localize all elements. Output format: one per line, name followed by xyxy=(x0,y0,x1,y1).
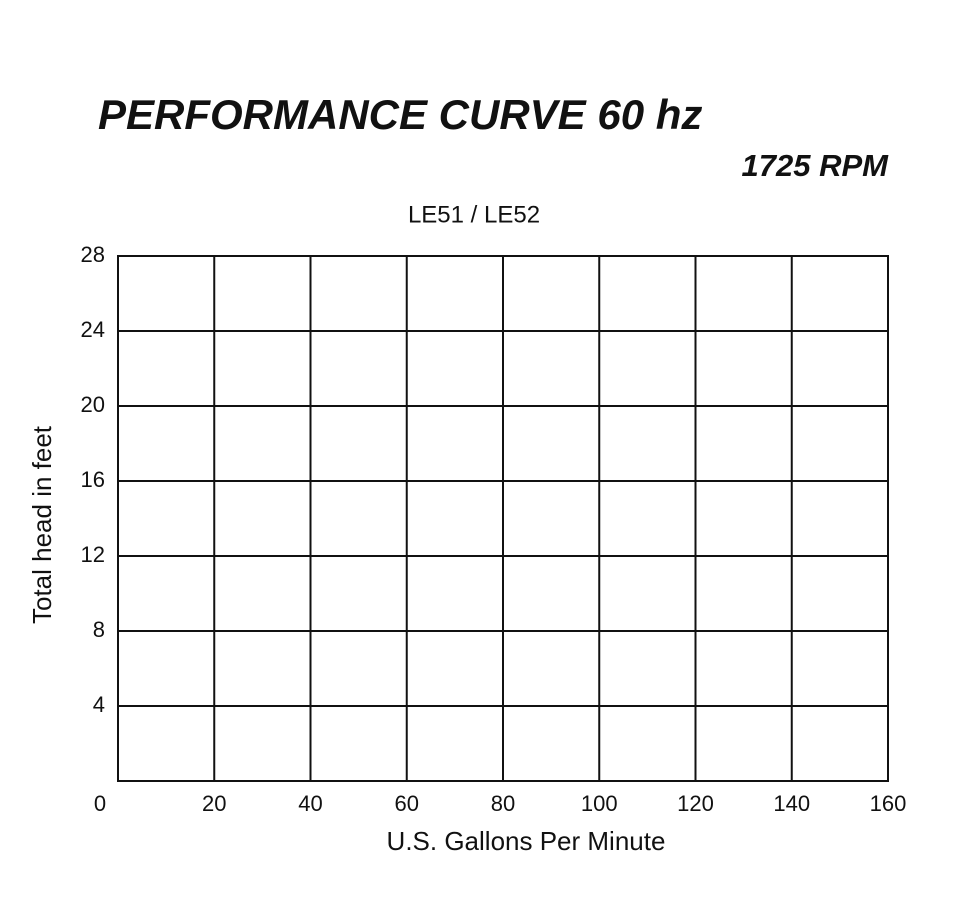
x-tick-label: 60 xyxy=(395,791,419,816)
x-tick-label: 0 xyxy=(94,791,106,816)
y-axis-label: Total head in feet xyxy=(27,425,57,624)
x-tick-label: 20 xyxy=(202,791,226,816)
x-tick-label: 120 xyxy=(677,791,714,816)
x-tick-label: 80 xyxy=(491,791,515,816)
y-tick-label: 4 xyxy=(93,692,105,717)
x-tick-label: 160 xyxy=(870,791,907,816)
x-tick-label: 140 xyxy=(773,791,810,816)
y-tick-label: 16 xyxy=(81,467,105,492)
y-tick-label: 28 xyxy=(81,242,105,267)
x-tick-label: 40 xyxy=(298,791,322,816)
model-label: LE51 / LE52 xyxy=(408,201,540,228)
x-tick-label: 100 xyxy=(581,791,618,816)
x-axis-label: U.S. Gallons Per Minute xyxy=(387,826,666,856)
y-tick-label: 12 xyxy=(81,542,105,567)
y-tick-label: 24 xyxy=(81,317,105,342)
y-tick-label: 8 xyxy=(93,617,105,642)
chart-title: PERFORMANCE CURVE 60 hz xyxy=(98,91,702,138)
y-tick-label: 20 xyxy=(81,392,105,417)
chart-subtitle: 1725 RPM xyxy=(742,148,890,183)
